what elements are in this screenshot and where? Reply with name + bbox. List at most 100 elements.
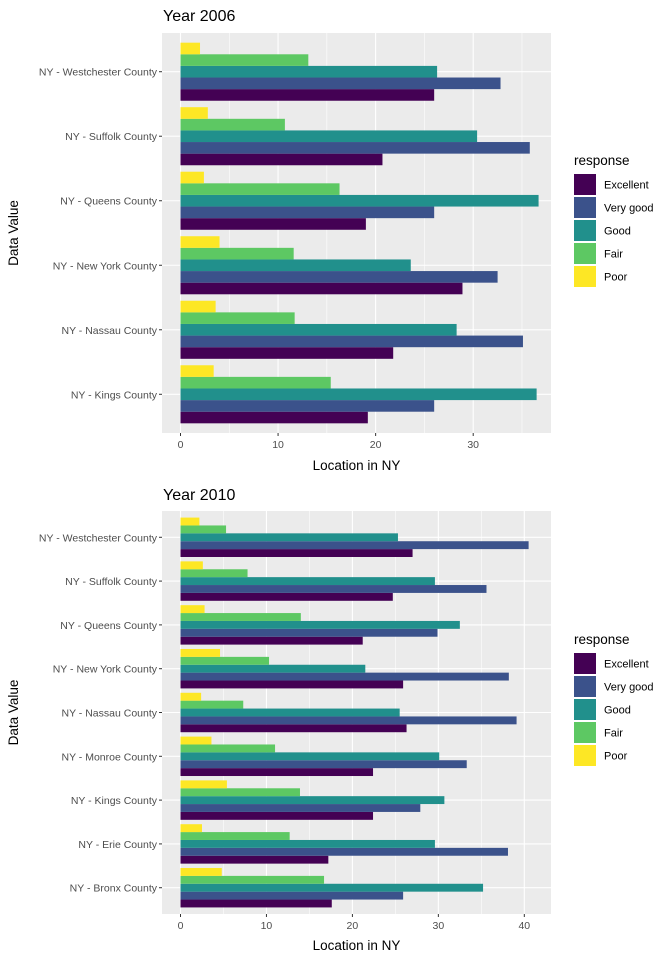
- chart-title: Year 2010: [163, 487, 235, 504]
- bar-fair: [180, 247, 294, 260]
- legend-key: [574, 220, 596, 241]
- bar-excellent: [180, 899, 332, 908]
- legend-key: [574, 699, 596, 720]
- bar-good: [180, 388, 537, 401]
- bar-fair: [180, 656, 270, 665]
- bar-fair: [180, 744, 276, 753]
- legend-title: response: [574, 632, 630, 647]
- bar-good: [180, 259, 411, 272]
- bar-very-good: [180, 672, 509, 681]
- bar-excellent: [180, 636, 363, 645]
- y-tick-label: NY - Suffolk County: [65, 576, 158, 588]
- bar-very-good: [180, 847, 508, 856]
- legend-title: response: [574, 153, 630, 168]
- bar-poor: [180, 517, 200, 526]
- x-tick-label: 20: [347, 920, 359, 932]
- legend-label: Excellent: [604, 659, 649, 671]
- y-tick-label: NY - Suffolk County: [65, 131, 158, 143]
- bar-fair: [180, 613, 301, 621]
- legend-key: [574, 722, 596, 743]
- y-tick-label: NY - Westchester County: [39, 532, 158, 544]
- bar-fair: [180, 875, 325, 884]
- bar-poor: [180, 736, 212, 745]
- bar-very-good: [180, 628, 438, 637]
- y-axis-label: Data Value: [6, 200, 21, 266]
- legend-label: Excellent: [604, 180, 649, 192]
- legend: response Excellent Very good Good Fair Poor: [574, 153, 654, 287]
- bar-fair: [180, 376, 331, 389]
- bar-very-good: [180, 804, 421, 812]
- x-tick-label: 30: [433, 920, 445, 932]
- y-tick-label: NY - Queens County: [60, 620, 157, 632]
- chart-1: NY - Westchester County NY - Suffolk Coun…: [6, 487, 654, 953]
- bar-very-good: [180, 335, 523, 348]
- bar-good: [180, 883, 484, 892]
- bar-good: [180, 130, 478, 143]
- x-axis-label: Location in NY: [313, 938, 401, 953]
- bar-very-good: [180, 206, 435, 219]
- bar-fair: [180, 54, 309, 66]
- y-tick-label: NY - Kings County: [71, 389, 158, 401]
- x-tick-label: 40: [518, 920, 530, 932]
- bar-fair: [180, 312, 295, 324]
- bar-good: [180, 752, 440, 761]
- bar-poor: [180, 42, 201, 55]
- bar-excellent: [180, 768, 374, 777]
- bar-excellent: [180, 724, 407, 733]
- bar-poor: [180, 780, 227, 789]
- x-tick-label: 10: [261, 920, 273, 932]
- y-tick-label: NY - Westchester County: [39, 67, 158, 79]
- legend-label: Very good: [604, 203, 654, 215]
- y-tick-label: NY - Monroe County: [61, 751, 157, 763]
- bar-poor: [180, 365, 214, 377]
- y-tick-label: NY - Erie County: [78, 839, 157, 851]
- bar-poor: [180, 605, 205, 614]
- legend-key: [574, 243, 596, 264]
- legend-key: [574, 266, 596, 287]
- legend-key: [574, 676, 596, 697]
- bar-good: [180, 194, 539, 207]
- legend-key: [574, 197, 596, 218]
- legend-key: [574, 174, 596, 195]
- bar-fair: [180, 525, 227, 534]
- bar-poor: [180, 171, 204, 184]
- y-tick-label: NY - New York County: [53, 260, 158, 272]
- legend-label: Very good: [604, 682, 654, 694]
- bar-poor: [180, 561, 203, 570]
- bar-poor: [180, 107, 208, 119]
- legend: response Excellent Very good Good Fair Poor: [574, 632, 654, 766]
- bar-excellent: [180, 89, 435, 101]
- legend-label: Fair: [604, 249, 623, 261]
- x-tick-label: 0: [178, 439, 184, 451]
- legend-label: Fair: [604, 728, 623, 740]
- bar-very-good: [180, 541, 529, 550]
- bar-good: [180, 65, 438, 78]
- bar-excellent: [180, 592, 393, 601]
- bar-fair: [180, 118, 285, 131]
- bar-good: [180, 323, 457, 336]
- bar-very-good: [180, 77, 501, 90]
- bar-fair: [180, 832, 290, 840]
- bar-excellent: [180, 811, 374, 820]
- bar-good: [180, 839, 435, 848]
- bar-excellent: [180, 218, 366, 230]
- x-tick-label: 30: [467, 439, 479, 451]
- y-tick-label: NY - Queens County: [60, 196, 157, 208]
- bar-excellent: [180, 411, 368, 424]
- bar-poor: [180, 236, 220, 248]
- bar-excellent: [180, 347, 394, 359]
- bar-very-good: [180, 400, 435, 412]
- y-tick-label: NY - New York County: [53, 664, 158, 676]
- bar-very-good: [180, 585, 487, 593]
- legend-label: Poor: [604, 272, 628, 284]
- bar-good: [180, 577, 435, 586]
- bar-very-good: [180, 716, 517, 725]
- legend-label: Poor: [604, 751, 628, 763]
- y-tick-label: NY - Bronx County: [70, 883, 158, 895]
- bar-fair: [180, 788, 300, 797]
- bar-very-good: [180, 142, 530, 154]
- bar-good: [180, 620, 460, 629]
- bar-good: [180, 664, 366, 673]
- bar-excellent: [180, 680, 404, 689]
